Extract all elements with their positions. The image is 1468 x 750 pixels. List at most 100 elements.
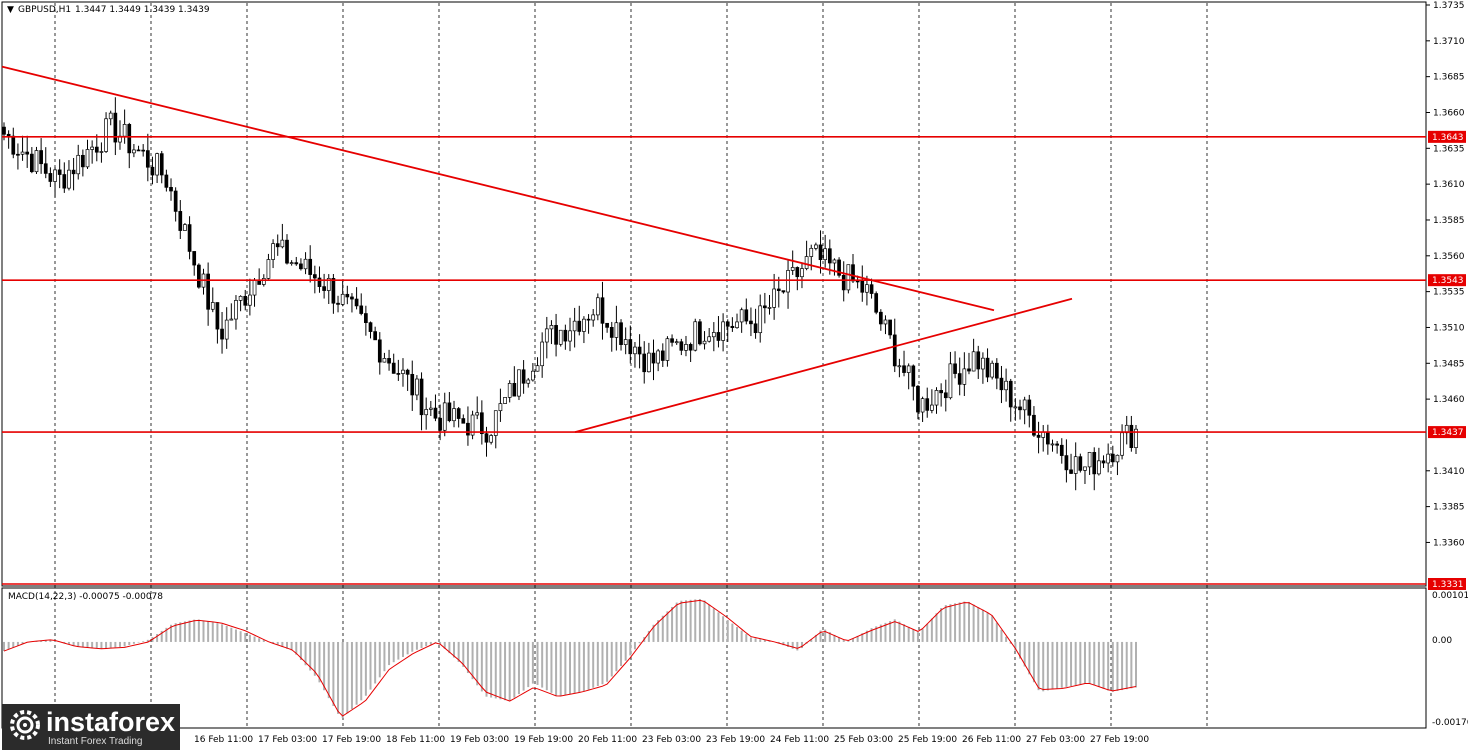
candle-body (716, 332, 721, 341)
candle-body (549, 325, 554, 330)
candle-body (48, 173, 53, 182)
candle-body (424, 409, 429, 416)
candle-body (1073, 456, 1078, 474)
candle-body (930, 404, 934, 411)
price-tick-label: 1.3385 (1433, 503, 1465, 513)
candle-body (145, 150, 150, 168)
candle-body (452, 408, 456, 422)
candle-body (81, 154, 85, 168)
candle-body (967, 368, 971, 372)
candle-body (804, 256, 809, 269)
candle-body (438, 417, 442, 431)
candle-body (187, 224, 192, 252)
candle-body (827, 248, 832, 264)
candle-body (563, 329, 568, 342)
candle-body (735, 321, 739, 329)
candle-body (614, 322, 619, 338)
candle-body (994, 362, 999, 379)
candle-body (192, 251, 197, 266)
candle-body (29, 153, 34, 173)
descending-trend-line (1, 65, 995, 312)
price-tick-label: 1.3710 (1433, 37, 1465, 47)
candle-body (410, 373, 415, 396)
candles (2, 97, 1138, 491)
candle-body (623, 339, 628, 345)
candle-body (670, 338, 674, 343)
candle-body (795, 267, 800, 278)
candle-body (57, 169, 62, 175)
candle-body (725, 321, 730, 327)
candle-body (484, 433, 489, 443)
candle-body (957, 373, 962, 385)
candle-body (280, 239, 285, 248)
candle-body (433, 407, 438, 419)
price-tick-label: 1.3510 (1433, 323, 1465, 333)
candle-body (999, 377, 1004, 391)
horizontal-levels: 1.3643 1.3543 1.3437 1.3331 (2, 130, 1466, 590)
candle-body (1097, 460, 1101, 475)
price-tick-label: 1.3585 (1433, 216, 1465, 226)
time-tick-label: 25 Feb 19:00 (898, 735, 957, 745)
candle-body (637, 346, 642, 355)
time-tick-label: 25 Feb 03:00 (834, 735, 893, 745)
candle-body (419, 378, 424, 416)
candle-body (20, 151, 25, 155)
candle-body (767, 307, 772, 309)
candle-body (1092, 452, 1097, 475)
price-tick-label: 1.3360 (1433, 538, 1465, 548)
candle-body (275, 243, 280, 248)
level-label: 1.3331 (1432, 580, 1464, 590)
candle-body (874, 293, 879, 313)
candle-body (299, 263, 303, 270)
candle-body (312, 274, 317, 279)
candle-body (851, 264, 855, 282)
symbol-arrow-icon[interactable]: ▼ (7, 5, 14, 15)
candle-body (1032, 414, 1036, 436)
candle-body (665, 338, 670, 361)
candle-body (326, 278, 331, 291)
candle-body (220, 328, 224, 340)
candle-body (447, 402, 452, 422)
price-axis: 1.3735 1.3710 1.3685 1.3660 1.3635 1.3610 1.35… (1426, 1, 1465, 548)
time-tick-label: 20 Feb 11:00 (578, 735, 637, 745)
candle-body (1134, 428, 1138, 448)
candle-body (642, 353, 647, 373)
candle-body (883, 319, 888, 325)
candle-body (248, 294, 252, 306)
candle-body (257, 280, 262, 285)
candle-body (633, 346, 637, 355)
candle-body (480, 412, 484, 435)
candle-body (721, 321, 725, 341)
candle-body (698, 321, 702, 345)
candle-body (688, 344, 693, 351)
candle-body (906, 365, 911, 373)
candle-body (507, 383, 512, 398)
macd-tick-zero: 0.00 (1432, 636, 1452, 646)
candle-body (790, 267, 795, 271)
candle-body (609, 326, 614, 338)
candle-body (1106, 453, 1111, 464)
candle-body (136, 149, 141, 152)
candle-body (902, 365, 906, 373)
candle-body (674, 341, 679, 344)
candle-body (809, 247, 814, 257)
candle-body (1083, 466, 1087, 471)
candle-body (470, 414, 475, 436)
instaforex-logo: instaforex Instant Forex Trading (2, 704, 180, 750)
candle-body (322, 286, 326, 291)
candle-body (1115, 454, 1120, 463)
time-tick-label: 18 Feb 11:00 (386, 735, 445, 745)
gear-icon (10, 710, 40, 740)
candle-body (837, 259, 841, 276)
candle-body (749, 320, 753, 325)
candle-body (939, 390, 943, 394)
candle-body (1018, 406, 1022, 411)
candle-body (11, 135, 16, 155)
candle-body (577, 320, 582, 332)
level-label: 1.3543 (1432, 276, 1464, 286)
candle-body (660, 350, 665, 361)
candle-body (772, 288, 776, 308)
candle-body (707, 336, 712, 342)
price-tick-label: 1.3685 (1433, 73, 1465, 83)
candle-body (173, 190, 178, 212)
